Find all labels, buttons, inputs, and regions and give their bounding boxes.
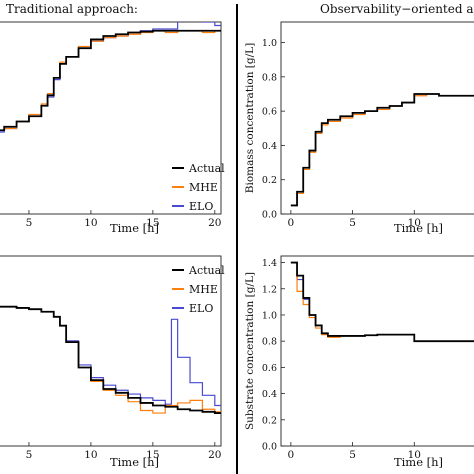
y-tick-label: 0.0 bbox=[262, 210, 277, 221]
x-tick-label: 10 bbox=[408, 217, 421, 229]
x-tick-label: 15 bbox=[146, 449, 159, 461]
plot-frame bbox=[0, 255, 222, 447]
x-tick-label: 10 bbox=[84, 449, 97, 461]
plot-frame bbox=[280, 21, 474, 215]
series-line-actual bbox=[290, 261, 474, 343]
y-tick-label: 0.2 bbox=[262, 175, 277, 186]
y-axis-label: Biomass concentration [g/L] bbox=[244, 43, 256, 193]
y-tick-label: 1.0 bbox=[262, 310, 277, 321]
series-line-actual bbox=[290, 93, 474, 207]
plot-frame bbox=[280, 255, 474, 447]
y-tick-label: 0.4 bbox=[262, 141, 277, 152]
plot-panel-4: 0 5 10 0.0 0.2 0.4 0.6 0.8 1.0 1.2 1.4 Time [h] Subs… bbox=[244, 255, 474, 469]
plot-panel-2: 0 5 10 0.0 0.2 0.4 0.6 0.8 1.0 Time [h] Biomass co… bbox=[244, 21, 474, 235]
legend-entry: Actual bbox=[188, 162, 225, 175]
x-tick-label: 5 bbox=[26, 217, 33, 229]
y-tick-label: 0.4 bbox=[262, 389, 277, 400]
x-axis-label: Time [h] bbox=[110, 455, 159, 469]
y-tick-label: 1.0 bbox=[262, 38, 277, 49]
y-axis-label: Substrate concentration [g/L] bbox=[244, 272, 256, 430]
right-panel-title: Observability−oriented appro bbox=[320, 2, 474, 16]
y-tick-label: 0.0 bbox=[262, 442, 277, 453]
legend-entry: ELO bbox=[189, 200, 213, 213]
y-tick-label: 0.8 bbox=[262, 337, 277, 348]
legend: Actual MHE ELO bbox=[172, 162, 225, 213]
x-axis-label: Time [h] bbox=[394, 455, 443, 469]
x-axis-label: Time [h] bbox=[110, 221, 159, 235]
x-tick-label: 10 bbox=[84, 217, 97, 229]
y-tick-label: 1.2 bbox=[262, 284, 277, 295]
legend-entry: MHE bbox=[189, 283, 218, 296]
x-axis-label: Time [h] bbox=[394, 221, 443, 235]
x-tick-label: 10 bbox=[408, 449, 421, 461]
plot-frame bbox=[0, 21, 222, 215]
plot-panel-3: 5 10 15 20 Time [h] Actual MHE ELO bbox=[0, 255, 225, 469]
series-line-actual bbox=[0, 305, 221, 414]
x-tick-label: 0 bbox=[288, 217, 295, 229]
y-tick-label: 0.6 bbox=[262, 107, 277, 118]
x-tick-label: 5 bbox=[26, 449, 33, 461]
legend: Actual MHE ELO bbox=[172, 264, 225, 315]
x-tick-label: 5 bbox=[349, 217, 356, 229]
y-tick-label: 0.8 bbox=[262, 72, 277, 83]
legend-entry: MHE bbox=[189, 181, 218, 194]
y-tick-label: 0.6 bbox=[262, 363, 277, 374]
legend-entry: ELO bbox=[189, 302, 213, 315]
y-tick-label: 1.4 bbox=[262, 258, 277, 269]
x-tick-label: 5 bbox=[349, 449, 356, 461]
legend-entry: Actual bbox=[188, 264, 225, 277]
x-tick-label: 15 bbox=[146, 217, 159, 229]
y-tick-label: 0.2 bbox=[262, 415, 277, 426]
x-tick-label: 20 bbox=[208, 217, 221, 229]
x-tick-label: 0 bbox=[288, 449, 295, 461]
left-panel-title: Traditional approach: bbox=[6, 2, 138, 16]
plot-panel-1: 5 10 15 20 Time [h] Actual MHE ELO bbox=[0, 21, 225, 235]
series-line-actual bbox=[0, 29, 221, 132]
x-tick-label: 20 bbox=[208, 449, 221, 461]
